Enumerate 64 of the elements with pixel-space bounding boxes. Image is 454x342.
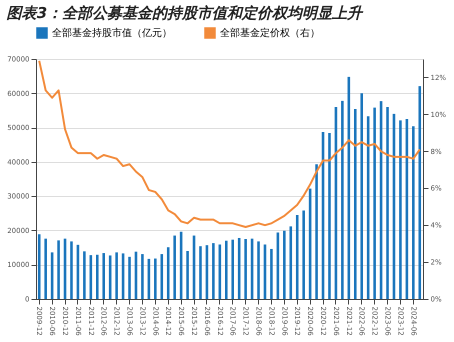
bar xyxy=(257,241,260,299)
bar xyxy=(173,236,176,299)
bar xyxy=(348,76,350,299)
bar xyxy=(380,101,382,299)
bar xyxy=(399,120,402,299)
legend-label: 全部基金定价权（右） xyxy=(220,27,320,39)
bar xyxy=(328,133,331,299)
bar xyxy=(108,255,112,299)
bar xyxy=(83,251,86,299)
bar xyxy=(180,232,182,299)
bar xyxy=(360,93,364,299)
bar xyxy=(102,253,106,299)
bar xyxy=(192,236,196,299)
bar xyxy=(315,164,318,299)
bar xyxy=(141,254,144,299)
bar xyxy=(224,240,228,299)
bar xyxy=(418,86,422,299)
bar xyxy=(341,100,344,299)
bar xyxy=(308,188,312,299)
bar xyxy=(244,239,247,299)
bar xyxy=(250,238,254,299)
bar xyxy=(392,114,396,299)
chart-title: 图表3：全部公募基金的持股市值和定价权均明显上升 xyxy=(6,4,364,22)
bar xyxy=(373,108,376,299)
bar xyxy=(231,240,234,299)
bar xyxy=(322,132,324,299)
bar xyxy=(128,256,131,299)
bar xyxy=(38,234,41,299)
bar xyxy=(334,107,338,299)
bar xyxy=(199,246,202,299)
bar xyxy=(57,240,60,299)
bar xyxy=(206,245,208,299)
bar xyxy=(154,258,157,299)
bar xyxy=(264,244,266,299)
bar xyxy=(238,238,240,299)
bar xyxy=(134,252,138,299)
bar xyxy=(354,109,357,299)
bar xyxy=(406,119,408,299)
bar xyxy=(76,244,80,299)
bar xyxy=(218,244,222,299)
bar xyxy=(276,232,280,299)
bar xyxy=(115,252,118,299)
bar xyxy=(366,116,370,299)
bar xyxy=(270,248,273,299)
bar xyxy=(50,252,54,299)
bar xyxy=(90,255,92,299)
bar xyxy=(70,241,73,299)
bar xyxy=(122,253,124,299)
bar xyxy=(166,247,170,299)
bar xyxy=(289,226,292,299)
bar xyxy=(186,251,189,299)
bar xyxy=(302,210,305,299)
bar xyxy=(64,238,66,299)
bar xyxy=(283,230,286,299)
bar xyxy=(386,107,389,299)
bar xyxy=(96,254,99,299)
bar xyxy=(212,243,215,299)
bar xyxy=(296,215,299,299)
bar xyxy=(160,254,164,299)
bar xyxy=(412,126,415,299)
bar xyxy=(148,258,150,299)
line-series xyxy=(38,60,421,228)
legend-label: 全部基金持股市值（亿元） xyxy=(52,27,172,39)
bar xyxy=(44,238,47,299)
